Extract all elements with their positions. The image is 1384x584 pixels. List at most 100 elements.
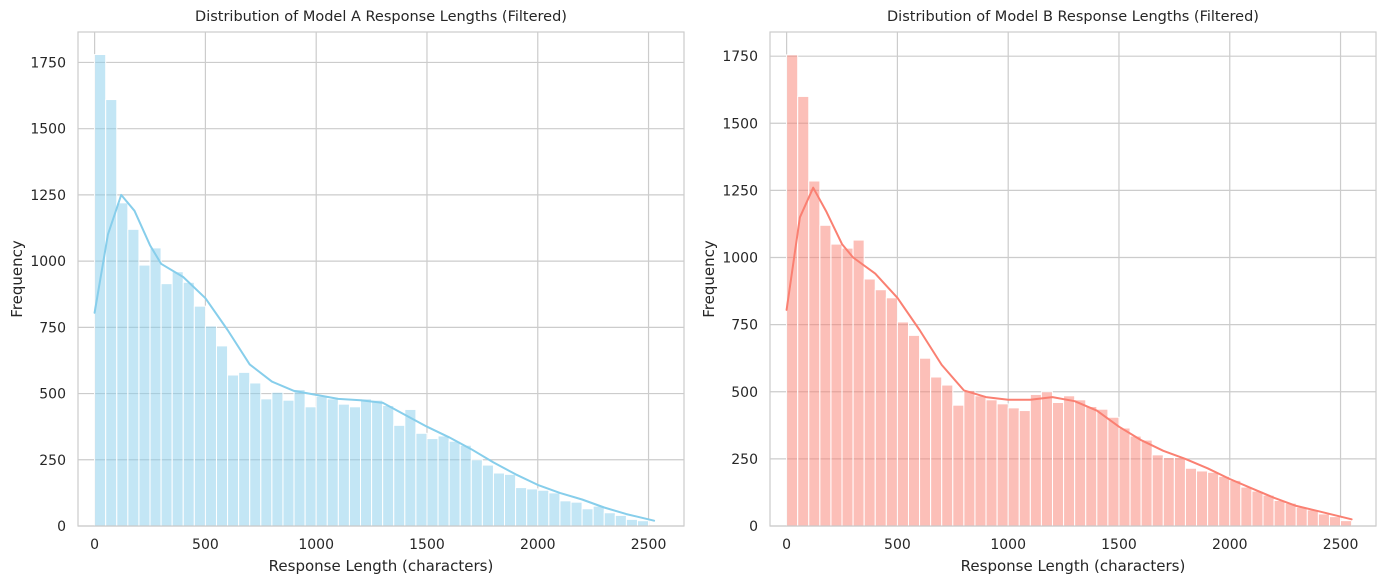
histogram-bar <box>1118 427 1131 527</box>
histogram-bar <box>360 398 373 527</box>
histogram-bar <box>952 404 965 527</box>
histogram-bar <box>1295 506 1308 527</box>
histogram-bar <box>570 501 583 527</box>
y-tick-label: 1750 <box>722 49 758 65</box>
histogram-bar <box>481 464 494 527</box>
x-tick-label: 2500 <box>631 537 667 553</box>
x-tick-label: 1000 <box>298 537 334 553</box>
histogram-bar <box>1184 467 1198 527</box>
histogram-bar <box>1328 516 1342 527</box>
histogram-bar <box>1151 454 1164 527</box>
kde-curve <box>785 186 1353 521</box>
y-tick-label: 1000 <box>30 254 66 270</box>
histogram-bar <box>238 371 251 527</box>
histogram-bar <box>1029 393 1042 527</box>
histogram-bar <box>1340 520 1353 527</box>
histogram-bar <box>819 224 832 527</box>
histogram-bar <box>515 487 528 527</box>
histogram-bar <box>863 278 876 527</box>
histogram-bar <box>404 408 417 527</box>
histogram-bar <box>907 334 921 527</box>
histogram-bar <box>896 321 909 527</box>
x-tick-label: 2000 <box>1212 537 1248 553</box>
histogram-bar <box>1229 479 1242 527</box>
histogram-bar <box>94 54 107 527</box>
histogram-bar <box>1007 407 1020 527</box>
histogram-bar <box>249 382 262 527</box>
histogram-bar <box>614 514 627 527</box>
chart-panel-model-b: 0 500 1000 1500 2000 2500 0 250 500 750 1000 1250 15… <box>700 9 1377 575</box>
histogram-bar <box>337 403 350 527</box>
histogram-bar <box>459 444 472 527</box>
histogram-bar <box>382 404 395 527</box>
y-tick-label: 1500 <box>30 122 66 138</box>
histogram-bar <box>1096 408 1109 527</box>
histogram-bar <box>625 518 638 527</box>
histogram-bar <box>548 492 561 527</box>
y-tick-label: 0 <box>57 519 66 535</box>
histogram-bar <box>182 281 195 527</box>
histogram-bar <box>974 395 987 527</box>
y-tick-label: 750 <box>39 320 66 336</box>
x-tick-label: 1500 <box>409 537 445 553</box>
histogram-bar <box>215 345 229 527</box>
histogram-bar <box>315 395 328 527</box>
plot-frame <box>769 31 1377 527</box>
histogram-bar <box>1040 391 1054 527</box>
y-tick-label: 250 <box>731 452 758 468</box>
histogram-bar <box>1162 457 1175 527</box>
histogram-bar <box>996 403 1009 527</box>
histogram-bar <box>116 202 129 527</box>
histogram-bar <box>526 488 539 527</box>
x-tick-label: 500 <box>192 537 219 553</box>
histogram-bar <box>105 99 118 527</box>
histogram-bar <box>1273 499 1286 527</box>
x-axis-label: Response Length (characters) <box>269 557 494 575</box>
histogram-bar <box>919 357 932 527</box>
histogram-bar <box>1129 435 1142 527</box>
x-tick-label: 1000 <box>990 537 1026 553</box>
y-axis-label: Frequency <box>8 240 26 318</box>
chart-panel-model-a: 0 500 1000 1500 2000 2500 0 250 500 750 1000 1250 15… <box>8 9 685 575</box>
histogram-bar <box>1052 402 1065 527</box>
x-axis-label: Response Length (characters) <box>961 557 1186 575</box>
y-tick-label: 500 <box>39 387 66 403</box>
histogram-bar <box>371 399 384 527</box>
histogram-bar <box>193 305 206 527</box>
histogram-bar <box>1284 502 1297 527</box>
histogram-bar <box>841 247 854 527</box>
histogram-bar <box>930 376 943 527</box>
histogram-bar <box>559 500 572 527</box>
y-axis-label: Frequency <box>700 240 718 318</box>
histogram-bar <box>786 54 799 527</box>
kde-curve <box>93 193 656 522</box>
histogram-bar <box>797 95 810 527</box>
histogram-bar <box>874 289 887 527</box>
histogram-bar <box>160 283 173 527</box>
histogram-bar <box>603 512 616 527</box>
histogram-bar <box>415 432 428 527</box>
histogram-bar <box>171 271 184 527</box>
x-tick-label: 0 <box>782 537 791 553</box>
histogram-bar <box>1196 470 1209 527</box>
y-tick-label: 250 <box>39 453 66 469</box>
x-tick-label: 0 <box>90 537 99 553</box>
x-tick-label: 1500 <box>1101 537 1137 553</box>
histogram-bar <box>304 406 317 527</box>
histogram-bar <box>470 459 483 527</box>
plot-frame <box>77 31 685 527</box>
x-tick-label: 2500 <box>1323 537 1359 553</box>
histogram-bar <box>852 239 865 527</box>
histogram-bar <box>830 243 843 527</box>
histogram-bar <box>127 228 140 527</box>
histogram-bar <box>437 435 450 527</box>
x-tick-label: 2000 <box>520 537 556 553</box>
histogram-bar <box>348 406 362 527</box>
histogram-bar <box>941 384 954 527</box>
histogram-bar <box>393 424 406 527</box>
histogram-bar <box>985 399 998 527</box>
histogram-bar <box>1140 439 1153 527</box>
histogram-bar <box>885 297 898 527</box>
x-tick-label: 500 <box>884 537 911 553</box>
histogram-bar <box>581 508 594 527</box>
